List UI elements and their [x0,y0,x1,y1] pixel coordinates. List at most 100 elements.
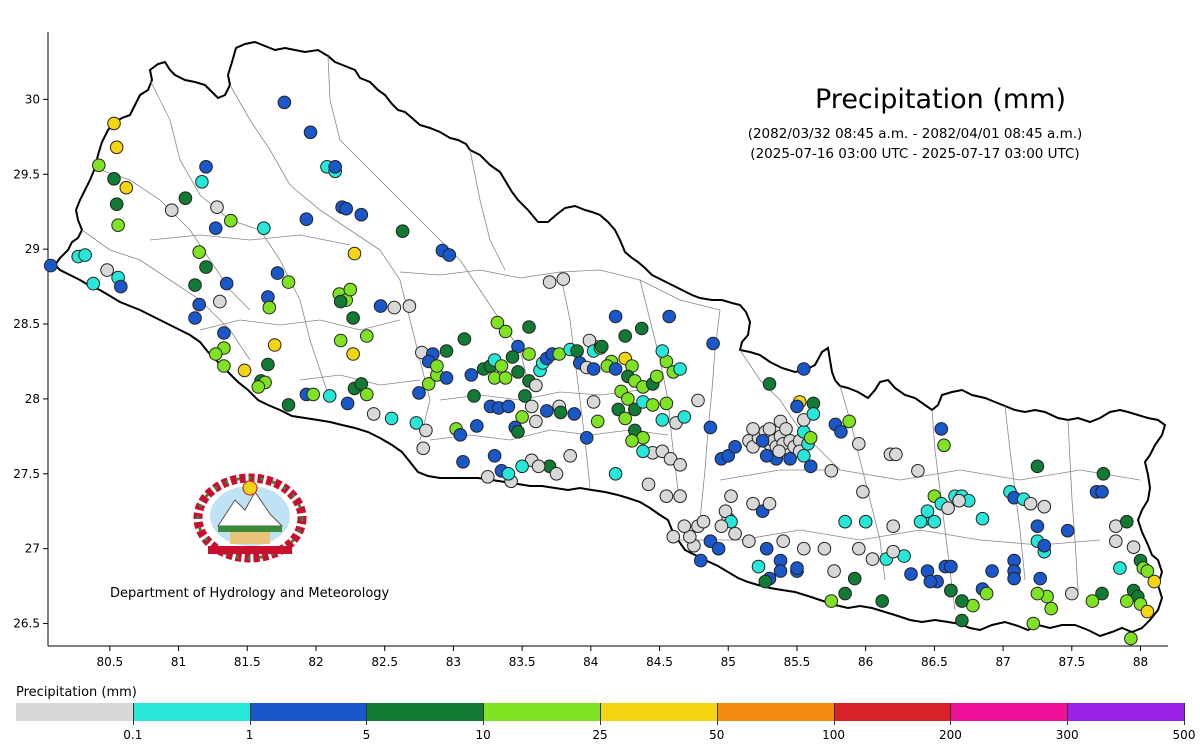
station-marker [759,449,774,463]
station-marker [852,541,866,556]
station-marker [529,414,543,429]
legend-swatch [132,703,250,721]
legend-tick-label: 0.1 [123,728,143,742]
station-marker [262,300,277,315]
station-marker [797,449,811,463]
x-tick-label: 85 [721,655,736,669]
x-tick-label: 87 [995,655,1010,669]
station-marker [776,534,791,549]
station-marker [360,387,374,402]
station-marker [650,369,664,384]
station-marker [178,191,193,205]
y-tick-label: 28 [25,392,40,406]
station-marker [1120,594,1134,608]
station-marker [728,440,742,454]
station-marker [402,299,417,313]
station-marker [718,504,733,519]
legend-swatch [249,703,367,721]
station-marker [354,377,369,391]
station-marker [663,452,678,466]
station-marker [281,275,296,289]
station-marker [586,395,601,409]
station-marker [677,410,692,424]
x-tick-label: 81.5 [234,655,261,669]
station-marker [346,311,360,325]
station-marker [608,309,623,324]
station-marker [762,496,777,511]
dhm-logo [193,473,307,563]
legend-tick-label: 200 [938,728,962,742]
station-marker [494,359,509,373]
station-marker [524,399,539,414]
station-marker [261,357,275,372]
station-marker [847,571,862,586]
station-marker [1085,594,1100,608]
station-marker [515,410,529,424]
x-tick-label: 84 [583,655,598,669]
station-marker [1060,523,1075,538]
station-marker [673,489,687,504]
station-marker [979,586,994,601]
map-title: Precipitation (mm) [815,84,1067,115]
station-marker [677,519,692,534]
x-tick-label: 83 [446,655,461,669]
station-marker [666,529,681,544]
station-marker [522,347,536,361]
station-marker [634,321,649,336]
station-marker [1007,571,1021,586]
station-marker [913,514,928,529]
station-marker [210,200,224,214]
legend-swatch [833,703,951,721]
station-marker [920,504,935,519]
station-marker [540,404,554,418]
station-marker [803,431,818,445]
station-marker [1065,586,1079,601]
station-marker [354,207,369,222]
station-marker [834,425,848,439]
station-marker [751,559,766,574]
station-marker [217,326,231,340]
station-marker [621,392,635,406]
station-marker [1126,540,1141,555]
y-tick-label: 29.5 [13,167,40,181]
station-marker [790,561,804,575]
station-marker [453,428,468,442]
station-marker [714,519,729,534]
station-marker [952,493,966,508]
legend-tick-label: 10 [475,728,491,742]
station-marker [299,212,314,226]
station-marker [662,309,677,324]
station-marker [797,413,811,427]
station-marker [724,489,738,504]
legend-tick-label: 500 [1172,728,1196,742]
station-marker [1037,538,1052,553]
station-marker [188,278,202,292]
legend-swatch [1067,703,1184,721]
legend-title: Precipitation (mm) [16,685,137,700]
legend-swatch [483,703,600,721]
station-marker [706,336,720,351]
axes-frame [47,32,1168,647]
x-tick-label: 86.5 [921,655,948,669]
station-marker [1095,586,1109,601]
station-marker [343,282,358,297]
legend-tick-label: 1 [245,728,254,742]
station-marker [1113,561,1127,575]
station-marker [673,458,687,472]
station-marker [806,407,821,421]
station-marker [1030,459,1045,474]
station-marker [86,276,101,291]
legend-swatch [599,703,717,721]
station-marker [721,449,736,463]
station-marker [985,564,999,578]
station-marker [586,362,601,376]
station-marker [257,221,271,235]
station-marker [439,344,454,358]
station-marker [1124,631,1138,646]
station-marker [683,529,697,544]
station-marker [92,158,106,173]
station-marker [219,276,234,291]
station-marker [608,362,623,376]
station-marker [531,459,546,474]
